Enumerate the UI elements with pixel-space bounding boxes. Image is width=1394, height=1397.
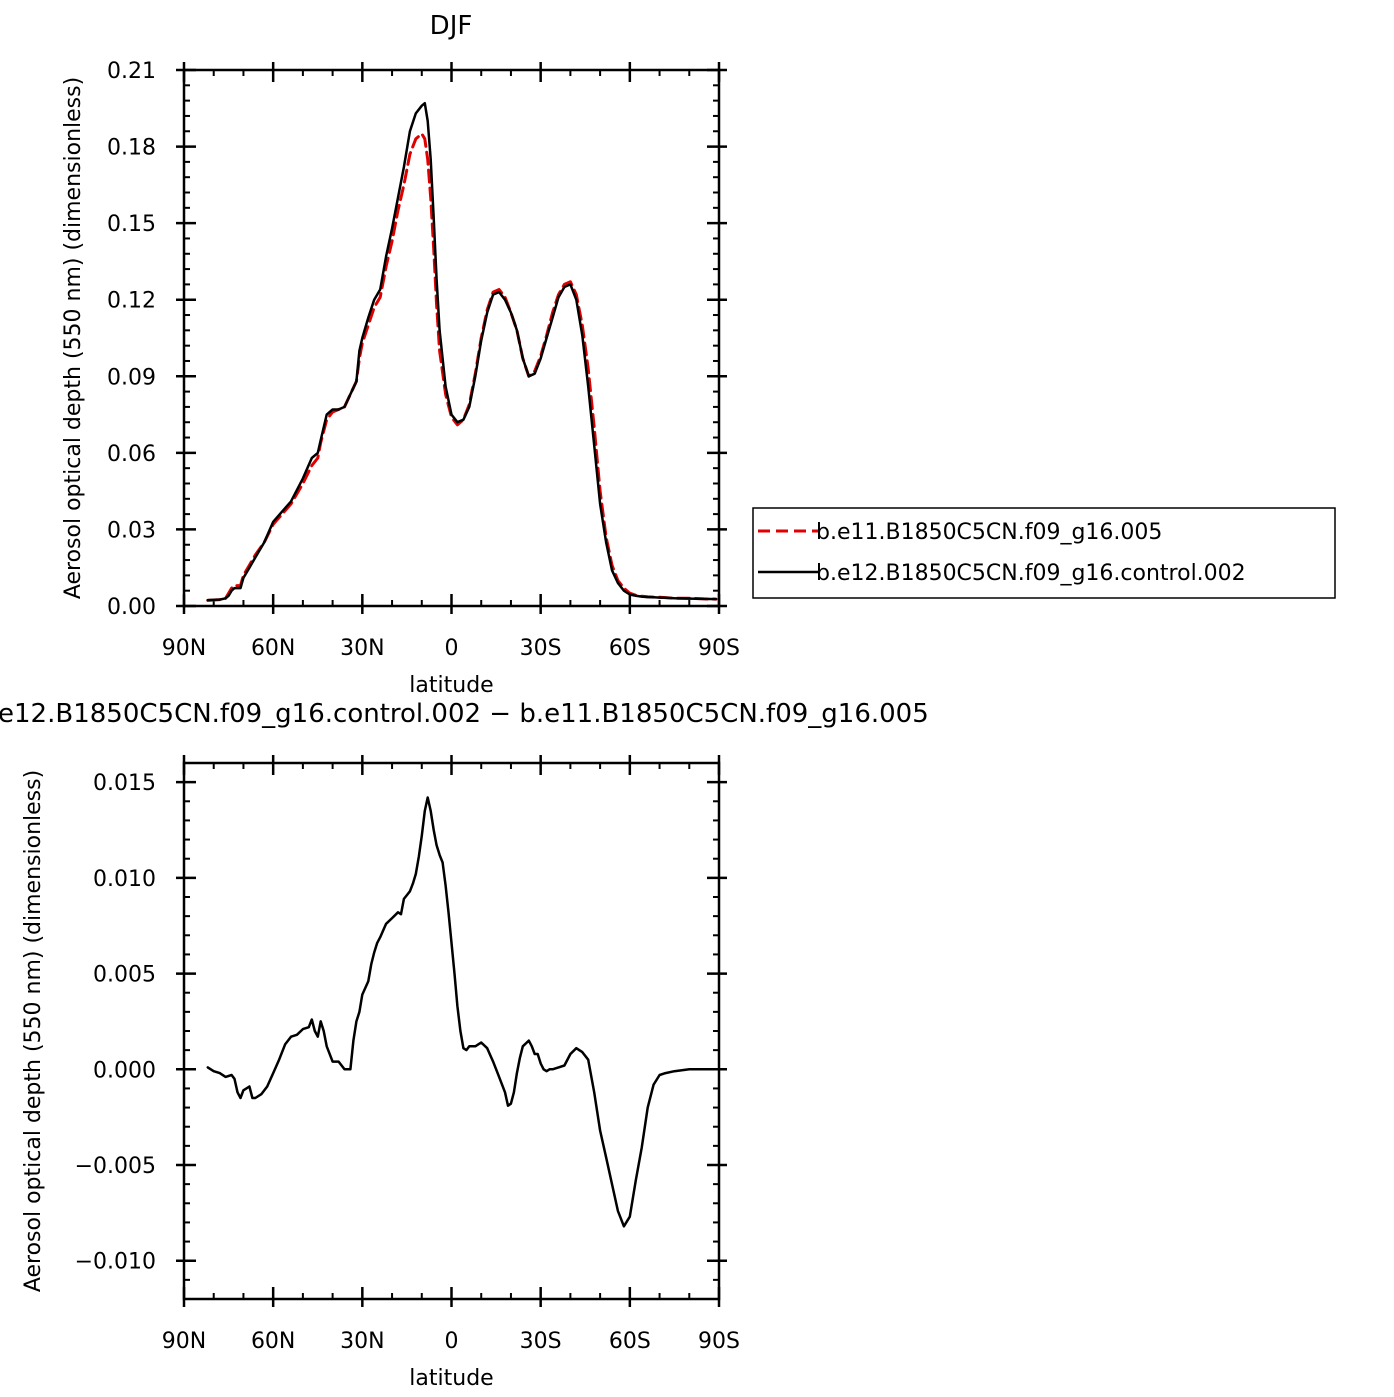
legend-entry-0: b.e11.B1850C5CN.f09_g16.005 <box>816 520 1162 545</box>
series-line-0 <box>206 132 718 602</box>
legend: b.e11.B1850C5CN.f09_g16.005 b.e12.B1850C5… <box>752 507 1336 599</box>
y-tick-label: 0.12 <box>107 289 156 314</box>
y-tick-label: 0.06 <box>107 442 156 467</box>
x-axis-label: latitude <box>409 673 493 698</box>
top-chart: DJF 90N 60N 30N 0 30S 60S 90S 0.00 0.03 0.06 0.09 0.… <box>61 11 1336 698</box>
y-tick-label: 0.00 <box>107 595 156 620</box>
y-tick-label: 0.15 <box>107 212 156 237</box>
x-tick-label: 90N <box>162 636 206 661</box>
y-tick-label: 0.010 <box>93 867 156 892</box>
x-tick-label: 30S <box>520 636 562 661</box>
plot-frame <box>182 68 721 608</box>
chart-title: b.e12.B1850C5CN.f09_g16.control.002 − b.… <box>0 699 929 729</box>
series-line-1 <box>206 101 718 602</box>
y-tick-label: 0.005 <box>93 963 156 988</box>
y-axis-label: Aerosol optical depth (550 nm) (dimensio… <box>21 770 46 1292</box>
y-axis-label: Aerosol optical depth (550 nm) (dimensio… <box>61 77 86 599</box>
x-tick-label: 60S <box>609 1329 651 1354</box>
x-tick-label: 90S <box>698 1329 740 1354</box>
y-tick-label: 0.015 <box>93 771 156 796</box>
x-tick-label: 30N <box>340 1329 384 1354</box>
x-tick-label: 0 <box>445 1329 459 1354</box>
x-tick-label: 30N <box>340 636 384 661</box>
y-tick-label: 0.18 <box>107 136 156 161</box>
y-tick-label: 0.09 <box>107 365 156 390</box>
x-tick-label: 60N <box>251 636 295 661</box>
y-tick-label: 0.000 <box>93 1058 156 1083</box>
y-tick-label: 0.03 <box>107 518 156 543</box>
series-line-0 <box>206 796 718 1228</box>
x-tick-label: 90S <box>698 636 740 661</box>
x-tick-label: 0 <box>445 636 459 661</box>
legend-box <box>752 507 1336 599</box>
plot-frame <box>182 761 721 1301</box>
x-tick-label: 30S <box>520 1329 562 1354</box>
x-axis-label: latitude <box>409 1366 493 1391</box>
chart-title: DJF <box>430 11 473 41</box>
x-tick-label: 60S <box>609 636 651 661</box>
x-tick-label: 60N <box>251 1329 295 1354</box>
y-tick-label: −0.005 <box>75 1154 156 1179</box>
bottom-chart: b.e12.B1850C5CN.f09_g16.control.002 − b.… <box>0 699 929 1391</box>
x-tick-label: 90N <box>162 1329 206 1354</box>
legend-entry-1: b.e12.B1850C5CN.f09_g16.control.002 <box>816 561 1246 586</box>
y-tick-label: 0.21 <box>107 59 156 84</box>
y-tick-label: −0.010 <box>75 1250 156 1275</box>
